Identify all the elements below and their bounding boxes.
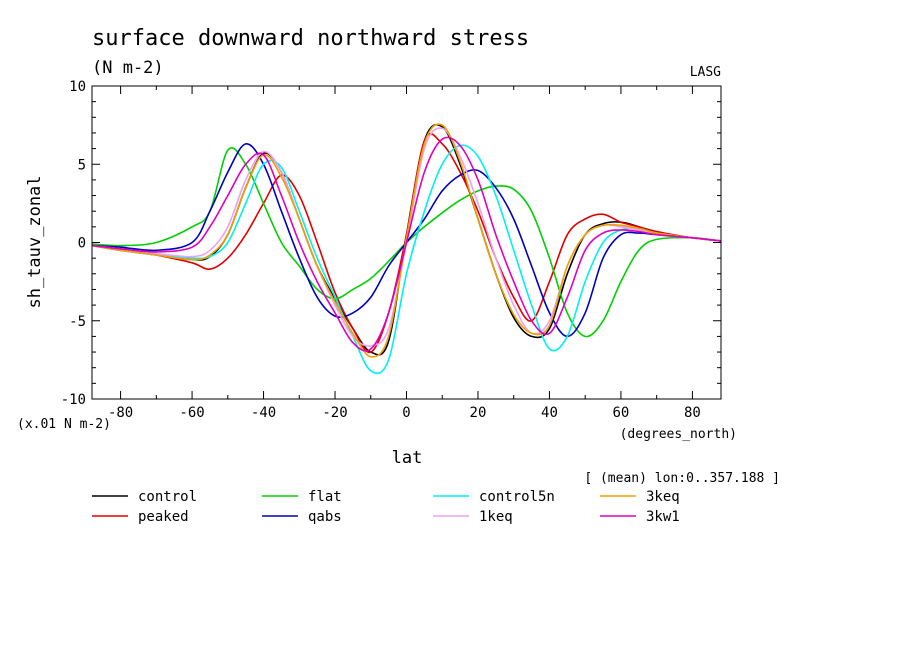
series-line-qabs xyxy=(91,143,722,338)
series-line-3kw1 xyxy=(91,136,722,352)
x-units-label: (degrees_north) xyxy=(620,427,737,442)
y-tick-label: -5 xyxy=(69,314,86,330)
chart-title: surface downward northward stress xyxy=(92,26,529,51)
x-tick-label: 20 xyxy=(470,405,487,421)
series-group xyxy=(91,123,722,375)
x-tick-label: -60 xyxy=(179,405,204,421)
ticks: -80 -60 -40 -20 0 20 40 60 80 -10 -5 0 5 10 xyxy=(61,79,721,421)
legend-label-3kw1: 3kw1 xyxy=(646,509,680,525)
x-tick-label: 60 xyxy=(613,405,630,421)
y-tick-label: 0 xyxy=(78,236,86,252)
legend: control flat control5n 3keq peaked qabs 1keq 3k… xyxy=(92,489,680,525)
y-scale-note: (x.01 N m-2) xyxy=(17,417,111,432)
chart-units: (N m-2) xyxy=(92,58,164,78)
x-axis-label: lat xyxy=(392,448,423,468)
x-tick-label: -40 xyxy=(251,405,276,421)
legend-label-qabs: qabs xyxy=(308,509,342,525)
series-line-flat xyxy=(91,147,722,338)
source-label: LASG xyxy=(690,65,721,80)
legend-label-1keq: 1keq xyxy=(479,509,513,525)
y-tick-label: 10 xyxy=(69,79,86,95)
y-axis-label: sh_tauv_zonal xyxy=(25,175,45,308)
x-tick-label: 80 xyxy=(684,405,701,421)
legend-label-flat: flat xyxy=(308,489,342,505)
legend-label-3keq: 3keq xyxy=(646,489,680,505)
x-tick-label: -80 xyxy=(108,405,133,421)
series-line-3keq xyxy=(91,123,722,358)
subset-note: [ (mean) lon:0..357.188 ] xyxy=(584,471,780,486)
legend-label-control5n: control5n xyxy=(479,489,555,505)
y-tick-label: 5 xyxy=(78,157,86,173)
series-line-control5n xyxy=(91,144,722,375)
legend-label-control: control xyxy=(138,489,197,505)
y-tick-label: -10 xyxy=(61,392,86,408)
x-tick-label: 40 xyxy=(541,405,558,421)
x-tick-label: 0 xyxy=(402,405,410,421)
x-tick-label: -20 xyxy=(322,405,347,421)
legend-label-peaked: peaked xyxy=(138,509,189,525)
